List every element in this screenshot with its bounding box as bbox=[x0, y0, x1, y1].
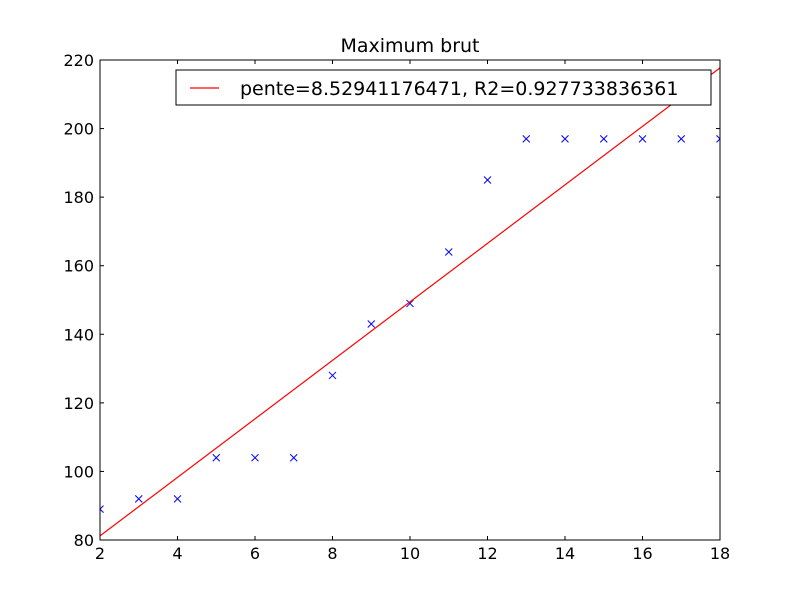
data-point-14 bbox=[638, 135, 647, 143]
series-1 bbox=[100, 67, 720, 537]
y-tick-label-5: 180 bbox=[63, 188, 94, 207]
x-tick-label-2: 6 bbox=[250, 544, 260, 563]
data-point-15 bbox=[677, 135, 686, 143]
data-point-4 bbox=[251, 453, 259, 462]
x-tick-label-8: 18 bbox=[710, 544, 730, 563]
x-tick-label-5: 12 bbox=[477, 544, 497, 563]
data-point-8 bbox=[406, 299, 414, 308]
data-point-5 bbox=[289, 453, 298, 462]
series-0 bbox=[100, 135, 720, 513]
data-point-6 bbox=[328, 371, 337, 380]
y-tick-label-1: 100 bbox=[63, 462, 94, 481]
data-point-0 bbox=[100, 505, 104, 513]
plot-area-frame bbox=[99, 59, 721, 541]
y-tick-label-2: 120 bbox=[63, 394, 94, 413]
x-tick-label-4: 10 bbox=[400, 544, 420, 563]
y-tick-label-4: 160 bbox=[63, 257, 94, 276]
legend-box bbox=[175, 69, 712, 106]
x-tick-label-6: 14 bbox=[555, 544, 575, 563]
data-point-1 bbox=[134, 495, 143, 503]
y-tick-label-0: 80 bbox=[74, 531, 94, 550]
y-tick-label-3: 140 bbox=[63, 325, 94, 344]
y-tick-label-7: 220 bbox=[63, 51, 94, 70]
data-point-2 bbox=[173, 495, 182, 503]
data-point-7 bbox=[367, 320, 376, 328]
x-tick-label-7: 16 bbox=[632, 544, 652, 563]
x-tick-label-3: 8 bbox=[327, 544, 337, 563]
legend: pente=8.52941176471, R2=0.927733836361 bbox=[175, 69, 712, 106]
data-point-11 bbox=[522, 135, 531, 143]
data-point-10 bbox=[483, 176, 492, 184]
x-tick-label-1: 4 bbox=[172, 544, 182, 563]
x-tick-label-0: 2 bbox=[95, 544, 105, 563]
data-point-16 bbox=[716, 135, 720, 143]
data-point-3 bbox=[212, 453, 221, 462]
data-point-13 bbox=[599, 135, 608, 143]
legend-label-fit-line: pente=8.52941176471, R2=0.927733836361 bbox=[240, 78, 678, 100]
chart-title: Maximum brut bbox=[340, 35, 479, 57]
data-point-9 bbox=[444, 248, 453, 256]
fit-line bbox=[100, 67, 720, 537]
axis-ticks: 2 4 6 8 10 12 14 16 18 80 100 120 140 160 180 200 220 bbox=[63, 51, 730, 563]
series-layer bbox=[100, 67, 720, 537]
y-tick-label-6: 200 bbox=[63, 120, 94, 139]
data-point-12 bbox=[561, 135, 569, 143]
